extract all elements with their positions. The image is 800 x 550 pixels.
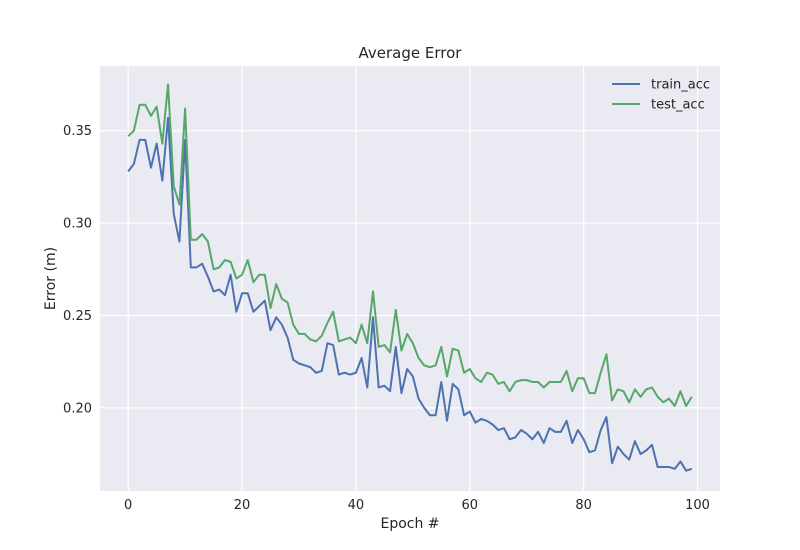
y-tick-label: 0.25	[63, 309, 92, 324]
legend-label-test-acc: test_acc	[651, 98, 705, 113]
x-tick-label: 0	[124, 498, 132, 513]
x-tick-label: 80	[575, 498, 592, 513]
y-tick-label: 0.30	[63, 217, 92, 232]
series-line-test-acc	[127, 83, 693, 407]
x-tick-label: 60	[462, 498, 479, 513]
y-axis: 0.20 0.25 0.30 0.35	[63, 124, 92, 416]
x-tick-label: 40	[348, 498, 365, 513]
y-axis-label: Error (m)	[43, 247, 59, 310]
x-axis: 0 20 40 60 80 100	[124, 498, 710, 513]
x-tick-label: 20	[234, 498, 251, 513]
legend: train_acc test_acc	[612, 78, 710, 113]
y-tick-label: 0.20	[63, 401, 92, 416]
series-layer	[127, 83, 693, 472]
chart-title: Average Error	[359, 44, 463, 62]
x-tick-label: 100	[685, 498, 710, 513]
y-tick-label: 0.35	[63, 124, 92, 139]
plot-area	[100, 66, 720, 491]
legend-label-train-acc: train_acc	[651, 78, 710, 93]
x-axis-label: Epoch #	[380, 516, 439, 532]
series-line-train-acc	[127, 116, 693, 472]
grid	[100, 66, 720, 491]
